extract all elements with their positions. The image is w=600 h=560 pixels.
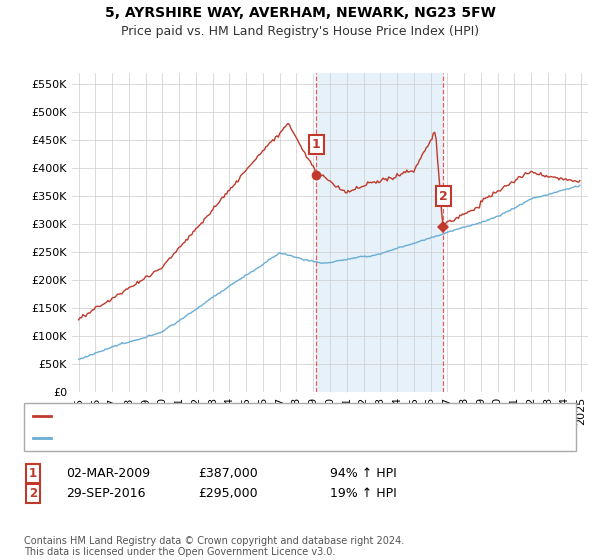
Text: Price paid vs. HM Land Registry's House Price Index (HPI): Price paid vs. HM Land Registry's House …: [121, 25, 479, 38]
Text: £295,000: £295,000: [198, 487, 257, 501]
Text: HPI: Average price, detached house, Newark and Sherwood: HPI: Average price, detached house, Newa…: [54, 432, 405, 445]
Text: 29-SEP-2016: 29-SEP-2016: [66, 487, 146, 501]
Bar: [316, 73, 443, 392]
Text: £387,000: £387,000: [198, 466, 258, 480]
Text: 1: 1: [311, 138, 320, 151]
Text: 02-MAR-2009: 02-MAR-2009: [66, 466, 150, 480]
Text: Contains HM Land Registry data © Crown copyright and database right 2024.
This d: Contains HM Land Registry data © Crown c…: [24, 535, 404, 557]
Text: 5, AYRSHIRE WAY, AVERHAM, NEWARK, NG23 5FW (detached house): 5, AYRSHIRE WAY, AVERHAM, NEWARK, NG23 5…: [54, 409, 456, 422]
Text: 2: 2: [29, 487, 37, 501]
Text: 19% ↑ HPI: 19% ↑ HPI: [330, 487, 397, 501]
Text: 5, AYRSHIRE WAY, AVERHAM, NEWARK, NG23 5FW: 5, AYRSHIRE WAY, AVERHAM, NEWARK, NG23 5…: [104, 6, 496, 20]
Text: 94% ↑ HPI: 94% ↑ HPI: [330, 466, 397, 480]
Text: 2: 2: [439, 189, 448, 203]
Text: 1: 1: [29, 466, 37, 480]
